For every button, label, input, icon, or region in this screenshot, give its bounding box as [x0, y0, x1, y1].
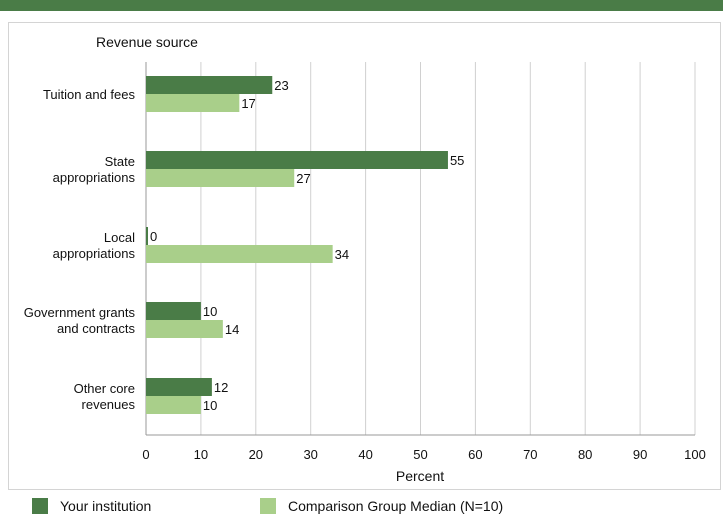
bar-value-label: 10	[203, 304, 217, 319]
bar	[146, 76, 273, 94]
category-labels: Tuition and feesStateappropriationsLocal…	[24, 87, 136, 412]
legend-item-your-institution: Your institution	[32, 498, 151, 514]
bar-value-label: 12	[214, 380, 228, 395]
x-tick-label: 60	[468, 447, 482, 462]
x-tick-label: 0	[142, 447, 149, 462]
x-tick-label: 30	[303, 447, 317, 462]
bar	[146, 396, 201, 414]
legend-label-your-institution: Your institution	[60, 498, 152, 514]
legend-item-comparison-group: Comparison Group Median (N=10)	[260, 498, 503, 514]
bar	[146, 227, 148, 245]
bar-value-label: 27	[296, 171, 310, 186]
bar-value-label: 34	[335, 247, 349, 262]
legend-label-comparison-group: Comparison Group Median (N=10)	[288, 498, 504, 514]
bar	[146, 320, 223, 338]
x-tick-label: 80	[578, 447, 592, 462]
x-axis-label: Percent	[396, 468, 444, 484]
x-tick-label: 40	[358, 447, 372, 462]
bar	[146, 94, 240, 112]
bar-value-label: 23	[274, 78, 288, 93]
x-tick-label: 20	[249, 447, 263, 462]
category-label: Other core	[74, 381, 135, 396]
bar	[146, 151, 448, 169]
x-tick-label: 70	[523, 447, 537, 462]
x-tick-label: 90	[633, 447, 647, 462]
header-accent-bar	[0, 0, 723, 11]
bars: 23 17 55 27 0 34 10 14 12 10	[146, 76, 464, 414]
category-label: Local	[104, 230, 135, 245]
category-label: appropriations	[53, 246, 136, 261]
category-label: and contracts	[57, 321, 136, 336]
bar	[146, 302, 201, 320]
bar-value-label: 0	[150, 229, 157, 244]
revenue-source-bar-chart: Revenue source 23 17 55 27 0 34 10 14 12 10 Tuiti…	[24, 34, 706, 484]
bar-value-label: 17	[241, 96, 255, 111]
chart-title: Revenue source	[96, 34, 198, 50]
category-label: State	[105, 154, 135, 169]
x-tick-label: 10	[194, 447, 208, 462]
bar-value-label: 14	[225, 322, 239, 337]
legend-swatch-your-institution	[32, 498, 48, 514]
bar-value-label: 10	[203, 398, 217, 413]
category-label: revenues	[82, 397, 136, 412]
bar	[146, 169, 295, 187]
category-label: Tuition and fees	[43, 87, 136, 102]
x-tick-labels: 0 10 20 30 40 50 60 70 80 90 100	[142, 447, 705, 462]
legend: Your institution Comparison Group Median…	[0, 494, 723, 518]
bar-value-label: 55	[450, 153, 464, 168]
x-tick-label: 50	[413, 447, 427, 462]
category-label: Government grants	[24, 305, 136, 320]
x-tick-label: 100	[684, 447, 706, 462]
legend-swatch-comparison-group	[260, 498, 276, 514]
category-label: appropriations	[53, 170, 136, 185]
bar	[146, 245, 333, 263]
chart-panel	[8, 22, 721, 490]
bar	[146, 378, 212, 396]
